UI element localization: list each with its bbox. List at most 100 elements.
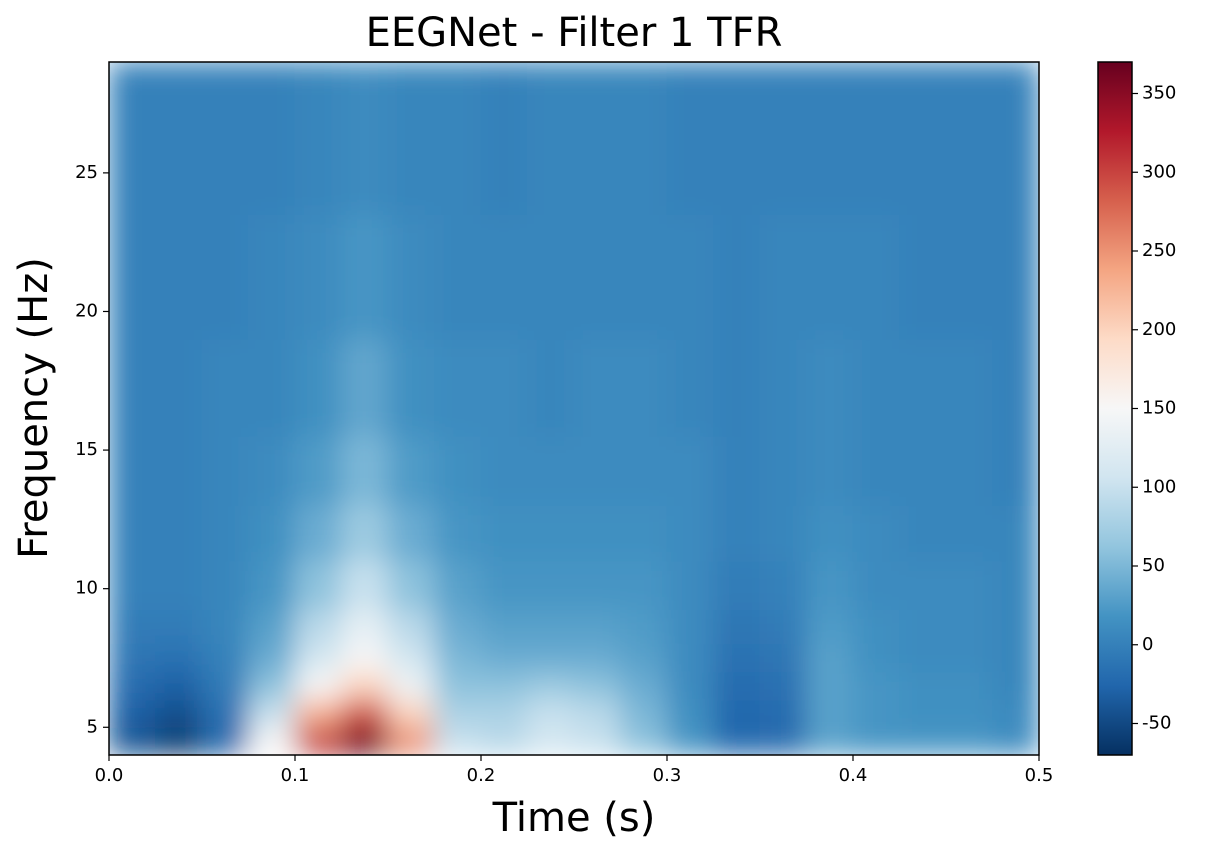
heatmap-cell (434, 560, 482, 610)
heatmap-cell (341, 608, 389, 645)
heatmap-cell (852, 62, 900, 215)
heatmap-cell (387, 608, 435, 645)
heatmap-cell (155, 338, 203, 437)
x-tick-label: 0.1 (281, 765, 310, 786)
heatmap-cell (341, 435, 389, 507)
heatmap-cell (527, 671, 575, 701)
heatmap-cell (992, 671, 1039, 701)
heatmap-cell (759, 643, 807, 673)
heatmap-cell (899, 338, 947, 437)
heatmap-cell (945, 671, 993, 701)
heatmap-cell (992, 699, 1039, 728)
heatmap-cell (573, 726, 621, 755)
heatmap-cell (992, 213, 1039, 340)
heatmap-cell (434, 435, 482, 507)
heatmap-cell (992, 608, 1039, 645)
colorbar-tick-label: 200 (1142, 319, 1176, 340)
heatmap-cell (387, 560, 435, 610)
heatmap-cell (852, 608, 900, 645)
heatmap-cell (713, 560, 761, 610)
heatmap-cell (620, 560, 668, 610)
heatmap-cell (387, 671, 435, 701)
colorbar-tick-label: 350 (1142, 83, 1176, 104)
heatmap-cell (666, 62, 714, 215)
heatmap-cell (341, 62, 389, 215)
heatmap-cell (852, 560, 900, 610)
heatmap-cell (201, 435, 249, 507)
heatmap-cell (527, 560, 575, 610)
heatmap-cell (666, 505, 714, 562)
heatmap-cell (759, 671, 807, 701)
heatmap-cell (155, 643, 203, 673)
heatmap-cell (852, 505, 900, 562)
colorbar-tick-label: 250 (1142, 240, 1176, 261)
heatmap (109, 62, 1039, 755)
heatmap-cell (852, 213, 900, 340)
heatmap-cell (806, 560, 854, 610)
heatmap-cell (109, 643, 156, 673)
heatmap-cell (759, 435, 807, 507)
x-tick-label: 0.4 (839, 765, 868, 786)
heatmap-cell (434, 726, 482, 755)
heatmap-cell (294, 338, 342, 437)
heatmap-cell (109, 699, 156, 728)
heatmap-cell (899, 62, 947, 215)
heatmap-cell (852, 435, 900, 507)
heatmap-cell (294, 62, 342, 215)
y-tick-label: 20 (75, 300, 98, 321)
heatmap-cell (759, 608, 807, 645)
heatmap-cell (480, 62, 528, 215)
heatmap-cell (294, 608, 342, 645)
x-tick-label: 0.2 (467, 765, 496, 786)
heatmap-cell (434, 505, 482, 562)
heatmap-cell (248, 62, 296, 215)
heatmap-cell (620, 643, 668, 673)
colorbar-tick-label: -50 (1142, 713, 1171, 734)
heatmap-cell (759, 726, 807, 755)
heatmap-cell (620, 338, 668, 437)
heatmap-cell (480, 560, 528, 610)
heatmap-cell (341, 213, 389, 340)
heatmap-cell (620, 213, 668, 340)
heatmap-cell (945, 560, 993, 610)
heatmap-cell (899, 699, 947, 728)
heatmap-cell (201, 699, 249, 728)
heatmap-cell (666, 726, 714, 755)
heatmap-cell (666, 643, 714, 673)
x-tick-label: 0.0 (95, 765, 124, 786)
colorbar-tick-label: 300 (1142, 161, 1176, 182)
heatmap-cell (155, 505, 203, 562)
heatmap-cell (573, 435, 621, 507)
plot-frame (108, 61, 1040, 756)
heatmap-cell (294, 643, 342, 673)
heatmap-cell (201, 560, 249, 610)
heatmap-cell (434, 338, 482, 437)
heatmap-cell (109, 560, 156, 610)
heatmap-cell (387, 505, 435, 562)
heatmap-cell (666, 608, 714, 645)
heatmap-cell (155, 699, 203, 728)
heatmap-cell (713, 505, 761, 562)
y-tick-label: 15 (75, 439, 98, 460)
heatmap-cell (945, 699, 993, 728)
heatmap-cell (387, 643, 435, 673)
y-tick-label: 5 (87, 716, 98, 737)
heatmap-cell (945, 608, 993, 645)
heatmap-cell (109, 505, 156, 562)
heatmap-cell (666, 213, 714, 340)
heatmap-cell (573, 643, 621, 673)
heatmap-cell (434, 699, 482, 728)
heatmap-cell (109, 62, 156, 215)
x-tick-label: 0.3 (653, 765, 682, 786)
heatmap-cell (806, 338, 854, 437)
heatmap-cell (573, 213, 621, 340)
heatmap-cell (759, 213, 807, 340)
heatmap-cell (852, 699, 900, 728)
heatmap-cell (109, 213, 156, 340)
heatmap-cell (294, 505, 342, 562)
heatmap-cell (992, 338, 1039, 437)
heatmap-cell (620, 726, 668, 755)
heatmap-cell (527, 643, 575, 673)
heatmap-cell (480, 213, 528, 340)
heatmap-cell (294, 726, 342, 755)
